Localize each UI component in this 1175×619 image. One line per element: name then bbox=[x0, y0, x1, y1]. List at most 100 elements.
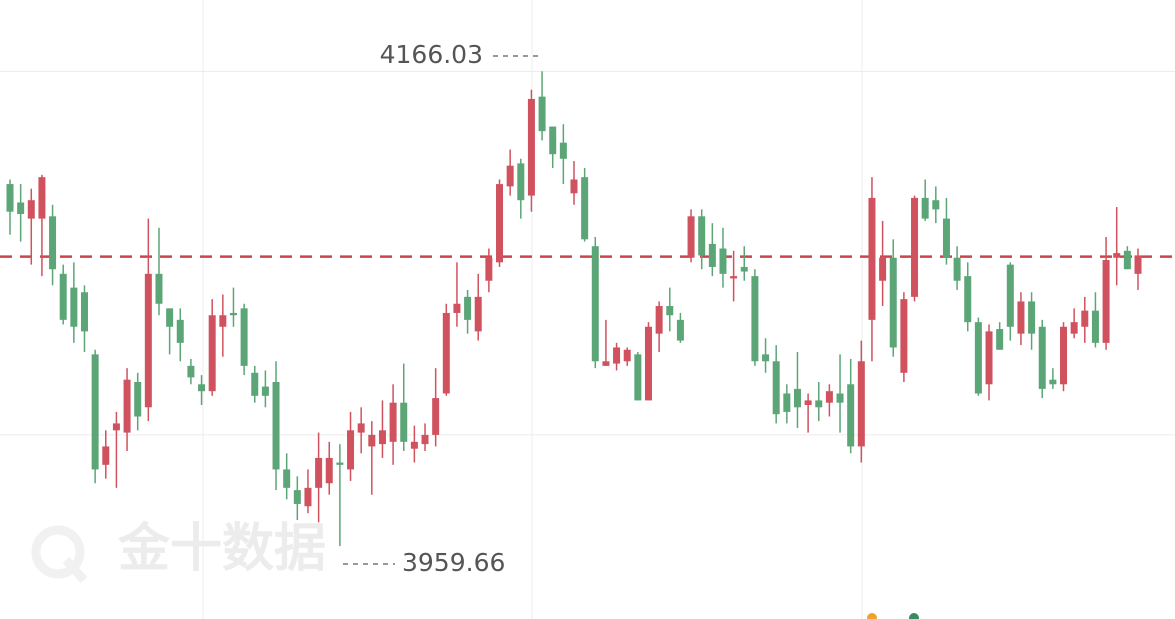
candle-body bbox=[1123, 250, 1131, 270]
candle-body bbox=[283, 469, 291, 488]
candle-body bbox=[730, 276, 738, 279]
candle-body bbox=[187, 365, 195, 378]
candle-body bbox=[762, 354, 770, 362]
candle-body bbox=[527, 98, 535, 196]
candle-body bbox=[676, 319, 684, 341]
candle-body bbox=[751, 276, 759, 362]
candle-body bbox=[325, 457, 333, 484]
candle-body bbox=[485, 257, 493, 281]
candle-body bbox=[740, 266, 748, 272]
candle-body bbox=[368, 434, 376, 447]
watermark-logo bbox=[31, 525, 88, 584]
candle-body bbox=[357, 423, 365, 433]
candle-body bbox=[251, 372, 259, 396]
candle-body bbox=[964, 276, 972, 323]
candle-body bbox=[719, 248, 727, 274]
candle-body bbox=[698, 216, 706, 256]
candle-body bbox=[644, 326, 652, 401]
watermark: 金十数据 bbox=[117, 519, 326, 579]
candle-body bbox=[219, 315, 227, 327]
candle-body bbox=[1102, 260, 1110, 343]
candle-body bbox=[1006, 264, 1014, 327]
candle-body bbox=[208, 315, 216, 392]
candle-body bbox=[868, 197, 876, 320]
candle-body bbox=[1028, 301, 1036, 334]
candle-body bbox=[496, 184, 504, 263]
candle-body bbox=[27, 200, 35, 219]
candle-body bbox=[581, 177, 589, 240]
candle-body bbox=[176, 319, 184, 343]
candle-body bbox=[1070, 322, 1078, 334]
candle-body bbox=[261, 386, 269, 396]
candle-body bbox=[166, 308, 174, 327]
candle-body bbox=[432, 398, 440, 435]
candle-body bbox=[783, 393, 791, 412]
candle-body bbox=[879, 257, 887, 281]
candle-body bbox=[623, 349, 631, 362]
candle-body bbox=[613, 347, 621, 364]
candle-body bbox=[1060, 326, 1068, 385]
candle-body bbox=[1049, 379, 1057, 385]
candle-body bbox=[932, 200, 940, 210]
candle-body bbox=[538, 96, 546, 132]
candle-body bbox=[421, 434, 429, 445]
candle-body bbox=[772, 361, 780, 415]
candle-body bbox=[70, 287, 78, 327]
candle-body bbox=[602, 361, 610, 366]
candle-body bbox=[804, 400, 812, 405]
candle-body bbox=[102, 446, 110, 465]
candle-body bbox=[49, 216, 57, 270]
candle-body bbox=[911, 197, 919, 297]
candle-body bbox=[304, 487, 312, 507]
indicator-dot bbox=[867, 613, 877, 619]
candle-body bbox=[315, 457, 323, 488]
candle-body bbox=[6, 184, 14, 212]
candle-body bbox=[347, 430, 355, 470]
candle-body bbox=[793, 388, 801, 408]
candle-body bbox=[687, 216, 695, 258]
candle-body bbox=[134, 381, 142, 417]
candle-body bbox=[836, 393, 844, 403]
candle-body bbox=[857, 361, 865, 447]
candle-body bbox=[847, 384, 855, 447]
candle-body bbox=[666, 306, 674, 316]
candle-body bbox=[506, 165, 514, 187]
candle-body bbox=[591, 246, 599, 362]
candle-body bbox=[900, 299, 908, 373]
candle-body bbox=[293, 490, 301, 504]
candle-body bbox=[38, 177, 46, 219]
candle-body bbox=[1081, 310, 1089, 327]
low-label: 3959.66 bbox=[402, 548, 505, 577]
candle-body bbox=[921, 197, 929, 219]
candle-body bbox=[517, 163, 525, 201]
candle-body bbox=[155, 273, 163, 304]
candle-body bbox=[942, 218, 950, 258]
candle-body bbox=[1091, 310, 1099, 343]
high-label: 4166.03 bbox=[380, 40, 483, 69]
candle-body bbox=[123, 379, 131, 433]
candle-body bbox=[996, 329, 1004, 350]
candle-body bbox=[453, 303, 461, 313]
candle-body bbox=[1038, 326, 1046, 389]
candle-body bbox=[336, 462, 344, 465]
indicator-dot bbox=[909, 613, 919, 619]
candle-body bbox=[634, 354, 642, 401]
candle-body bbox=[1017, 301, 1025, 334]
candle-body bbox=[240, 308, 248, 366]
candle-body bbox=[400, 402, 408, 442]
candle-body bbox=[474, 296, 482, 332]
candle-body bbox=[985, 331, 993, 385]
candle-body bbox=[953, 257, 961, 281]
candle-body bbox=[825, 391, 833, 403]
candle-body bbox=[389, 402, 397, 442]
candle-body bbox=[442, 312, 450, 394]
candle-body bbox=[378, 430, 386, 445]
candle-body bbox=[80, 292, 88, 332]
candle-body bbox=[974, 322, 982, 394]
candle-body bbox=[655, 306, 663, 334]
candle-body bbox=[112, 423, 120, 431]
candle-body bbox=[549, 126, 557, 155]
candle-body bbox=[1134, 255, 1142, 274]
